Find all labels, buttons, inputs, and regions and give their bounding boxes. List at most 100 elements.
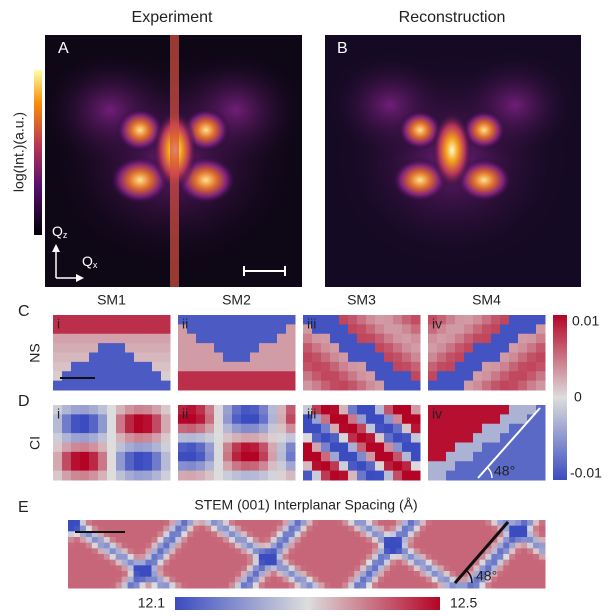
map-pixel [71, 324, 81, 334]
map-pixel [157, 582, 163, 588]
map-pixel [223, 362, 233, 372]
map-pixel [303, 424, 313, 434]
map-pixel [497, 582, 503, 588]
map-pixel [342, 571, 348, 577]
map-pixel [348, 414, 358, 424]
map-pixel [196, 433, 206, 443]
map-pixel [521, 543, 527, 549]
map-pixel [277, 324, 287, 334]
map-pixel [396, 520, 402, 526]
map-pixel [312, 471, 322, 481]
map-pixel [426, 548, 432, 554]
map-pixel [414, 577, 420, 583]
map-pixel [217, 571, 223, 577]
map-pixel [181, 548, 187, 554]
map-pixel [527, 531, 533, 537]
map-pixel [503, 548, 509, 554]
map-pixel [178, 433, 188, 443]
map-pixel [312, 381, 322, 391]
map-pixel [247, 526, 253, 532]
map-pixel [178, 471, 188, 481]
map-pixel [199, 554, 205, 560]
map-pixel [414, 582, 420, 588]
map-pixel [375, 362, 385, 372]
map-pixel [527, 554, 533, 560]
map-pixel [74, 565, 80, 571]
map-pixel [277, 452, 287, 462]
map-pixel [491, 343, 501, 353]
map-pixel [518, 443, 528, 453]
map-pixel [378, 520, 384, 526]
map-pixel [339, 405, 349, 415]
map-pixel [360, 554, 366, 560]
map-pixel [456, 560, 462, 566]
map-pixel [375, 414, 385, 424]
map-pixel [205, 334, 215, 344]
map-pixel [491, 443, 501, 453]
map-pixel [152, 324, 162, 334]
map-pixel [336, 560, 342, 566]
map-pixel [446, 424, 456, 434]
map-pixel [384, 353, 394, 363]
map-pixel [467, 582, 473, 588]
map-pixel [68, 548, 74, 554]
map-pixel [241, 565, 247, 571]
map-pixel [456, 520, 462, 526]
map-pixel [301, 582, 307, 588]
map-pixel [295, 537, 301, 543]
colorbar-max: 12.5 [450, 595, 477, 611]
map-pixel [211, 531, 217, 537]
map-pixel [196, 471, 206, 481]
map-pixel [336, 571, 342, 577]
map-pixel [289, 548, 295, 554]
map-pixel [125, 381, 135, 391]
map-pixel [414, 526, 420, 532]
map-pixel [536, 315, 546, 325]
map-pixel [527, 543, 533, 549]
map-pixel [214, 461, 224, 471]
map-pixel [366, 353, 376, 363]
map-pixel [515, 577, 521, 583]
map-pixel [232, 452, 242, 462]
map-pixel [348, 324, 358, 334]
map-pixel [71, 362, 81, 372]
map-pixel [330, 371, 340, 381]
map-pixel [151, 582, 157, 588]
map-pixel [140, 560, 146, 566]
map-pixel [497, 565, 503, 571]
map-pixel [259, 343, 269, 353]
map-pixel [312, 554, 318, 560]
map-pixel [536, 461, 546, 471]
map-pixel [360, 565, 366, 571]
map-pixel [122, 537, 128, 543]
map-pixel [375, 471, 385, 481]
map-pixel [98, 405, 108, 415]
map-pixel [509, 526, 515, 532]
map-pixel [348, 371, 358, 381]
map-pixel [250, 414, 260, 424]
map-pixel [205, 560, 211, 566]
map-pixel [187, 324, 197, 334]
map-pixel [536, 371, 546, 381]
map-pixel [152, 424, 162, 434]
map-pixel [411, 405, 421, 415]
map-pixel [420, 571, 426, 577]
map-pixel [146, 577, 152, 583]
map-pixel [86, 560, 92, 566]
map-pixel [205, 343, 215, 353]
map-pixel [289, 526, 295, 532]
map-pixel [312, 543, 318, 549]
map-pixel [307, 554, 313, 560]
map-pixel [68, 560, 74, 566]
map-pixel [330, 471, 340, 481]
map-pixel [509, 571, 515, 577]
map-pixel [444, 526, 450, 532]
map-pixel [80, 577, 86, 583]
map-pixel [444, 571, 450, 577]
map-pixel [157, 560, 163, 566]
map-pixel [68, 554, 74, 560]
map-pixel [152, 452, 162, 462]
map-pixel [205, 414, 215, 424]
map-pixel [241, 362, 251, 372]
map-pixel [473, 362, 483, 372]
